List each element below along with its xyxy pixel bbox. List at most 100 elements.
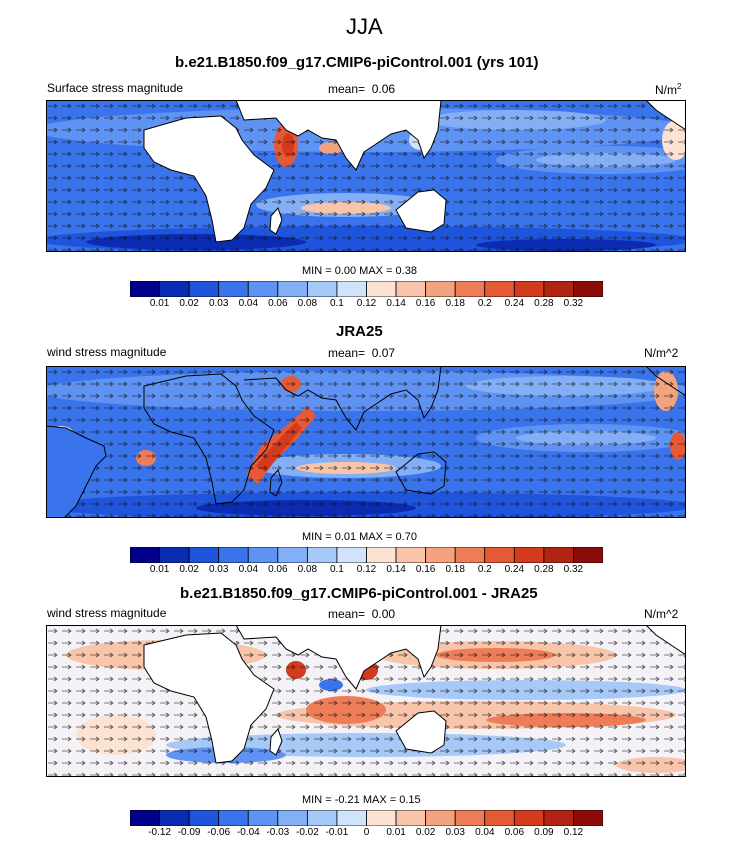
colorbar-2-tick-label: 0.08 [297, 564, 318, 575]
panel-3-title: b.e21.B1850.f09_g17.CMIP6-piControl.001 … [180, 585, 538, 602]
colorbar-2-box [513, 547, 545, 563]
colorbar-3-box [130, 810, 160, 826]
colorbar-3-tick-label: -0.06 [207, 827, 231, 838]
colorbar-1-tick-label: 0.2 [477, 298, 492, 309]
colorbar-2-box [395, 547, 427, 563]
colorbar-3-tick-label: 0 [363, 827, 370, 838]
colorbar-3-tick-label: 0.03 [445, 827, 465, 838]
colorbar-2-tick-label: 0.28 [534, 564, 554, 575]
panel-3-mean-label: mean= [328, 607, 366, 621]
colorbar-1-tick-label: 0.18 [445, 298, 465, 309]
colorbar-1-ticks: 0.01 0.02 0.03 0.04 0.06 0.08 0.1 0.12 0.14 0.16 0… [130, 298, 603, 312]
colorbar-1-tick-label: 0.1 [329, 298, 344, 309]
colorbar-1-box [543, 281, 574, 297]
colorbar-1-tick-label: 0.28 [534, 298, 554, 309]
colorbar-2-box [188, 547, 220, 563]
colorbar-2-tick-label: 0.03 [208, 564, 229, 575]
colorbar-1-tick-label: 0.14 [386, 298, 406, 309]
colorbar-1-tick-label: 0.06 [268, 298, 288, 309]
colorbar-1-box [247, 281, 279, 297]
colorbar-3-tick-label: -0.03 [266, 827, 290, 838]
colorbar-3-box [247, 810, 279, 826]
colorbar-3-box [188, 810, 220, 826]
panel-1-mean-label: mean= [328, 82, 366, 96]
colorbar-2-tick-label: 0.12 [356, 564, 377, 575]
colorbar-3-box [336, 810, 367, 826]
colorbar-3-box [395, 810, 427, 826]
colorbar-2-tick-label: 0.06 [268, 564, 288, 575]
panel-2-mean: mean= 0.07 [328, 346, 395, 360]
panel-3-map [46, 625, 686, 777]
panel-2-map [46, 366, 686, 518]
colorbar-1-box [425, 281, 456, 297]
panel-3-units-text: N/m^2 [644, 607, 679, 621]
colorbar-1-box [277, 281, 308, 297]
colorbar-2-box [336, 547, 367, 563]
colorbar-1-box [218, 281, 249, 297]
colorbar-1-tick-label: 0.03 [208, 298, 229, 309]
colorbar-1-box [188, 281, 220, 297]
colorbar-2-ticks: 0.01 0.02 0.03 0.04 0.06 0.08 0.1 0.12 0.14 0.16 0… [130, 564, 603, 578]
colorbar-2 [130, 547, 603, 563]
panel-2-min-max: MIN = 0.01 MAX = 0.70 [302, 531, 417, 543]
colorbar-3-box [543, 810, 574, 826]
colorbar-1-tick-label: 0.16 [415, 298, 436, 309]
panel-1-mean: mean= 0.06 [328, 82, 395, 96]
panel-1-min-max: MIN = 0.00 MAX = 0.38 [302, 265, 417, 277]
colorbar-1-tick-label: 0.02 [179, 298, 199, 309]
colorbar-1-tick-label: 0.04 [238, 298, 259, 309]
colorbar-2-tick-label: 0.04 [238, 564, 259, 575]
colorbar-2-box [218, 547, 249, 563]
panel-3-mean: mean= 0.00 [328, 607, 395, 621]
colorbar-3-box [425, 810, 456, 826]
colorbar-1-box [130, 281, 160, 297]
panel-2-mean-value: 0.07 [371, 346, 396, 360]
colorbar-3-box [306, 810, 338, 826]
colorbar-2-tick-label: 0.32 [563, 564, 584, 575]
colorbar-2-tick-label: 0.18 [445, 564, 465, 575]
colorbar-2-box [247, 547, 279, 563]
panel-1-units: N/m2 [655, 82, 681, 97]
colorbar-1-box [306, 281, 338, 297]
colorbar-2-tick-label: 0.01 [149, 564, 170, 575]
colorbar-1-tick-label: 0.12 [356, 298, 377, 309]
colorbar-2-box [484, 547, 515, 563]
colorbar-1-box [513, 281, 545, 297]
colorbar-3-tick-label: 0.09 [534, 827, 554, 838]
colorbar-3-box [366, 810, 397, 826]
panel-1-mean-value: 0.06 [371, 82, 396, 96]
colorbar-1-tick-label: 0.08 [297, 298, 318, 309]
panel-2-units-text: N/m^2 [644, 346, 679, 360]
colorbar-1-box [366, 281, 397, 297]
colorbar-3-tick-label: -0.09 [177, 827, 201, 838]
colorbar-2-tick-label: 0.16 [415, 564, 436, 575]
colorbar-2-box [573, 547, 603, 563]
colorbar-3-tick-label: 0.12 [563, 827, 584, 838]
colorbar-1-box [484, 281, 515, 297]
colorbar-2-tick-label: 0.02 [179, 564, 199, 575]
main-title: JJA [346, 14, 383, 39]
colorbar-2-tick-label: 0.24 [504, 564, 525, 575]
panel-2-mean-label: mean= [328, 346, 366, 360]
colorbar-2-box [130, 547, 160, 563]
colorbar-3-ticks: -0.12 -0.09 -0.06 -0.04 -0.03 -0.02 -0.01 0 0.01… [130, 827, 603, 841]
colorbar-1-box [159, 281, 190, 297]
panel-3-field-label: wind stress magnitude [47, 606, 167, 620]
colorbar-3-box [484, 810, 515, 826]
colorbar-2-box [306, 547, 338, 563]
colorbar-3-tick-label: -0.04 [236, 827, 260, 838]
colorbar-2-tick-label: 0.2 [477, 564, 492, 575]
colorbar-1 [130, 281, 603, 297]
colorbar-2-box [425, 547, 456, 563]
colorbar-1-box [395, 281, 427, 297]
colorbar-1-tick-label: 0.24 [504, 298, 525, 309]
colorbar-2-tick-label: 0.1 [329, 564, 344, 575]
colorbar-2-box [454, 547, 486, 563]
colorbar-2-box [159, 547, 190, 563]
colorbar-3-box [218, 810, 249, 826]
colorbar-3-box [159, 810, 190, 826]
colorbar-2-tick-label: 0.14 [386, 564, 406, 575]
colorbar-3-tick-label: -0.01 [325, 827, 349, 838]
panel-1-map [46, 100, 686, 252]
colorbar-3-box [513, 810, 545, 826]
